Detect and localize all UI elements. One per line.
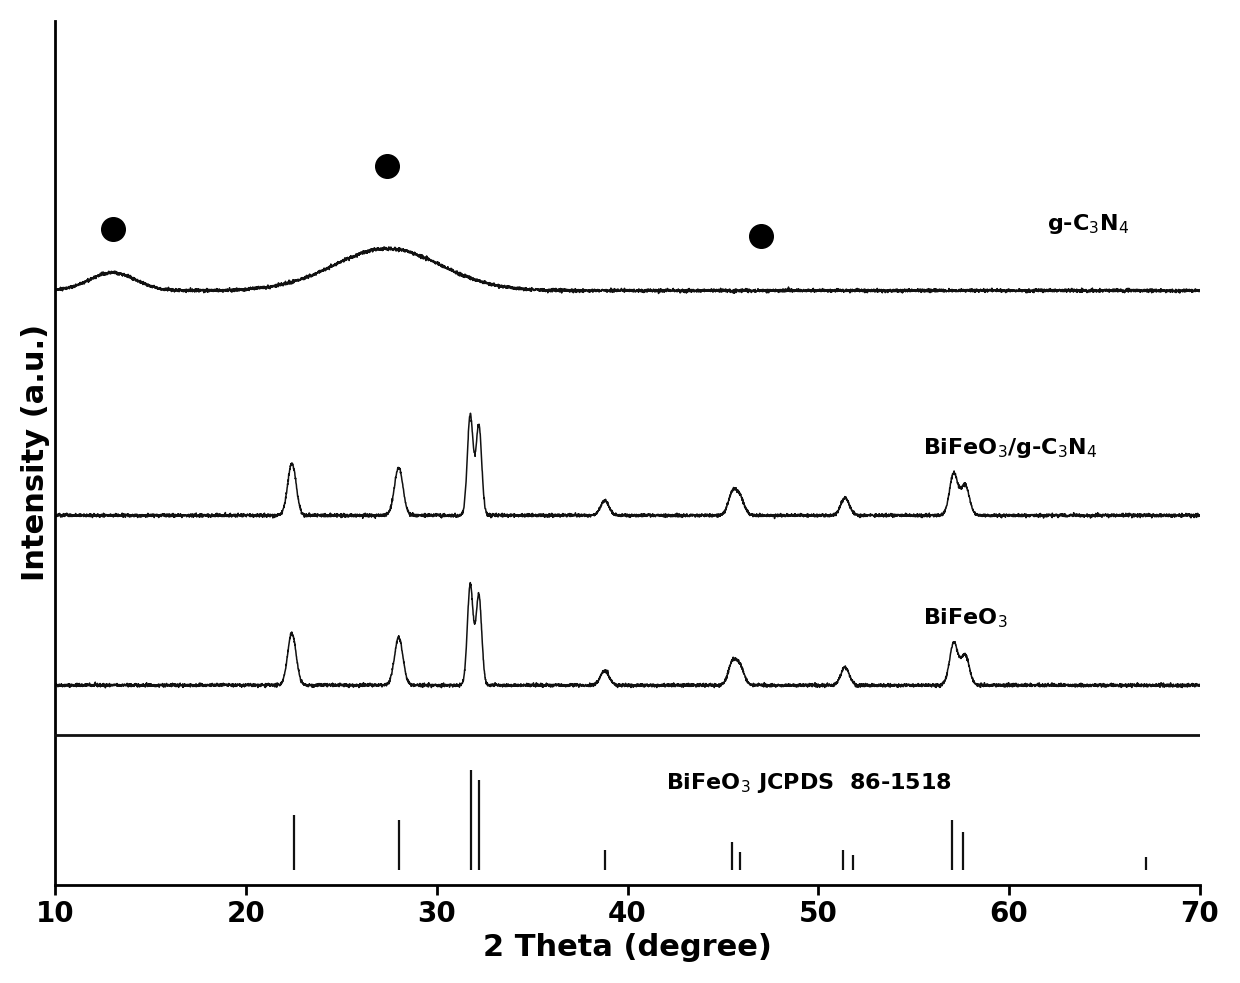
Text: g-C$_3$N$_4$: g-C$_3$N$_4$ — [1048, 211, 1130, 236]
X-axis label: 2 Theta (degree): 2 Theta (degree) — [484, 933, 773, 962]
Text: BiFeO$_3$/g-C$_3$N$_4$: BiFeO$_3$/g-C$_3$N$_4$ — [924, 436, 1097, 460]
Text: BiFeO$_3$: BiFeO$_3$ — [924, 607, 1008, 630]
Text: BiFeO$_3$ JCPDS  86-1518: BiFeO$_3$ JCPDS 86-1518 — [666, 771, 951, 795]
Y-axis label: Intensity (a.u.): Intensity (a.u.) — [21, 324, 50, 582]
